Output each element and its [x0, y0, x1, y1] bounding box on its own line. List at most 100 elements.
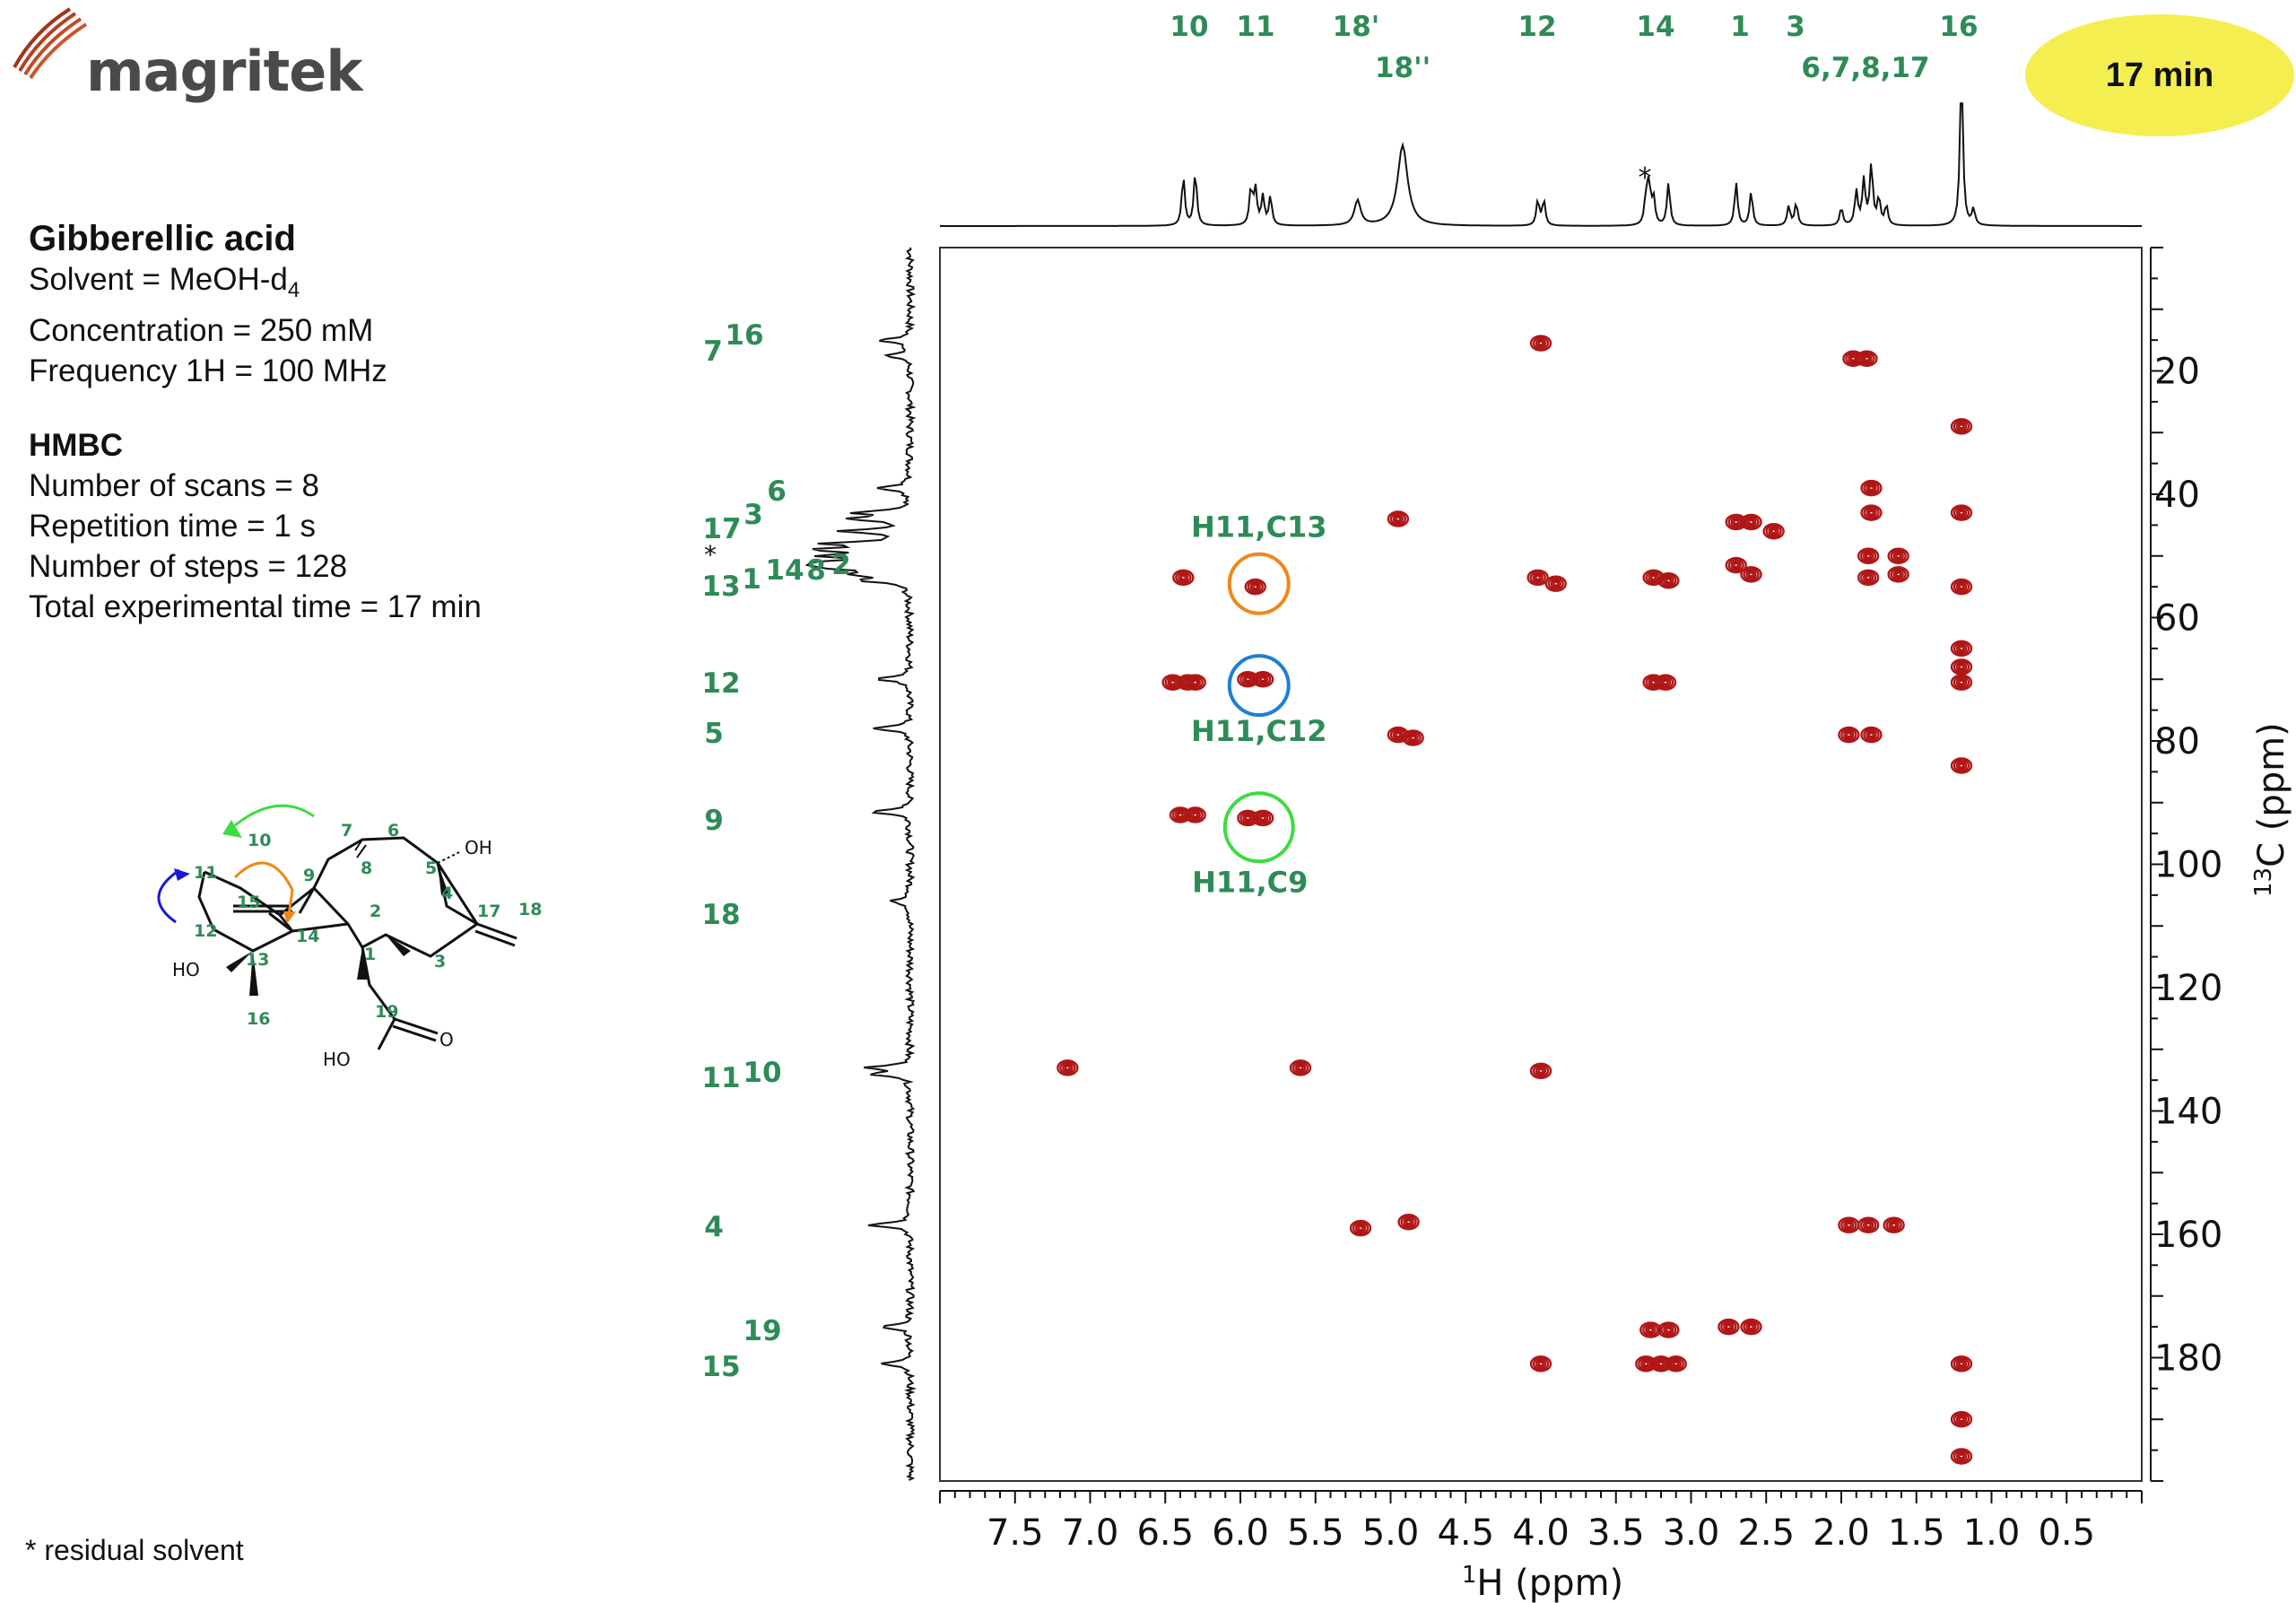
contour-ring [1179, 574, 1187, 581]
contour-ring [1861, 353, 1873, 363]
contour-ring [1169, 679, 1177, 685]
cross-peak [1289, 1059, 1312, 1076]
contour-ring [1663, 1325, 1674, 1335]
contour-ring [1950, 1448, 1973, 1465]
contour-ring [1768, 527, 1779, 536]
cross-peak [1529, 335, 1552, 352]
contour-ring [1955, 1451, 1968, 1461]
contour-ring [1740, 513, 1762, 531]
contour-ring [1552, 580, 1560, 587]
plot-frame [939, 247, 2143, 1482]
x-tick-label: 0.5 [2038, 1512, 2095, 1554]
contour-ring [1863, 355, 1871, 362]
cross-peak [1950, 1448, 1973, 1465]
contour-ring [1865, 574, 1872, 581]
contour-ring [1745, 1321, 1757, 1332]
contour-ring [1958, 423, 1965, 430]
svg-text:3: 3 [434, 952, 446, 971]
svg-text:5: 5 [425, 858, 437, 878]
contour-ring [1395, 516, 1402, 522]
contour-ring [1955, 1359, 1968, 1369]
contour-ring [1863, 481, 1880, 495]
contour-ring [1958, 645, 1965, 652]
contour-ring [1259, 676, 1266, 683]
svg-text:11: 11 [194, 863, 217, 883]
contour-ring [1867, 484, 1875, 492]
contour-ring [1958, 510, 1965, 516]
c-assignment-label: 17 [702, 513, 741, 545]
contour-ring [1952, 675, 1970, 689]
contour-ring [1862, 551, 1874, 561]
y-axis-title-text: C (ppm) [2251, 722, 2292, 867]
x-tick-label: 3.5 [1587, 1512, 1645, 1554]
contour-ring [1958, 679, 1965, 685]
contour-ring [1862, 572, 1874, 583]
contour-ring [1720, 1320, 1737, 1334]
struct-label-ho-1: HO [172, 959, 200, 980]
c-assignment-label: * [704, 540, 717, 570]
cross-peak [1349, 1219, 1372, 1237]
contour-ring [1890, 1222, 1898, 1228]
contour-ring [1950, 418, 1973, 435]
contour-ring [1718, 1318, 1740, 1336]
solvent-line: Solvent = MeOH-d4 [29, 259, 482, 310]
contour-ring [1955, 761, 1968, 771]
y-tick-label: 60 [2154, 598, 2200, 640]
x-axis-title-sup: 1 [1462, 1562, 1477, 1589]
h-assignment-label: 18'' [1375, 52, 1431, 84]
contour-ring [1057, 1059, 1079, 1076]
annotation-label: H11,C9 [1192, 865, 1308, 899]
y-tick-label: 180 [2154, 1338, 2222, 1380]
h-assignment-label: 14 [1636, 11, 1674, 43]
x-tick-label: 6.0 [1212, 1512, 1269, 1554]
contour-ring [1743, 568, 1760, 581]
c-assignment-label: 2 [831, 549, 851, 581]
contour-ring [1838, 726, 1860, 744]
contour-ring [1532, 1357, 1550, 1371]
h-assignment-label: 12 [1518, 11, 1556, 43]
contour-ring [1843, 1220, 1855, 1230]
contour-ring [1958, 1453, 1965, 1459]
contour-ring [1177, 812, 1184, 818]
contour-ring [1955, 1415, 1968, 1424]
c-assignment-label: 7 [703, 335, 723, 368]
contour-ring [1892, 570, 1904, 579]
contour-ring [1955, 643, 1968, 654]
contour-ring [1958, 762, 1965, 769]
contour-ring [1894, 553, 1902, 559]
contour-ring [1645, 1325, 1657, 1335]
solvent-subscript: 4 [287, 278, 300, 302]
contour-ring [1952, 759, 1970, 772]
contour-ring [1547, 577, 1564, 590]
contour-ring [1745, 517, 1757, 527]
x-tick-label: 7.5 [987, 1512, 1044, 1554]
contour-ring [1743, 515, 1760, 529]
contour-ring [1859, 571, 1877, 585]
c-assignment-label: 4 [704, 1211, 724, 1243]
cross-peak [1857, 569, 1880, 587]
svg-text:18: 18 [518, 900, 542, 919]
cross-peak [1251, 671, 1274, 688]
x-tick-label: 5.0 [1362, 1512, 1420, 1554]
contour-ring [1950, 640, 1973, 658]
y-tick-label: 40 [2154, 475, 2200, 516]
contour-ring [1958, 1416, 1965, 1423]
contour-ring [1952, 420, 1970, 433]
contour-ring [1950, 504, 1973, 521]
cross-peak [1950, 1411, 1973, 1428]
contour-ring [1866, 729, 1877, 740]
steps-line: Number of steps = 128 [29, 549, 348, 584]
contour-ring [1863, 727, 1880, 742]
svg-text:7: 7 [341, 821, 352, 841]
contour-ring [1859, 1218, 1877, 1232]
contour-ring [1745, 570, 1757, 579]
svg-text:1: 1 [364, 945, 376, 964]
contour-ring [1845, 1222, 1853, 1228]
contour-ring [1856, 350, 1878, 367]
svg-text:12: 12 [194, 921, 217, 941]
contour-ring [1665, 1355, 1687, 1372]
contour-ring [1289, 1059, 1312, 1076]
residual-solvent-marker: * [1639, 162, 1652, 194]
cross-peak [1057, 1059, 1079, 1076]
